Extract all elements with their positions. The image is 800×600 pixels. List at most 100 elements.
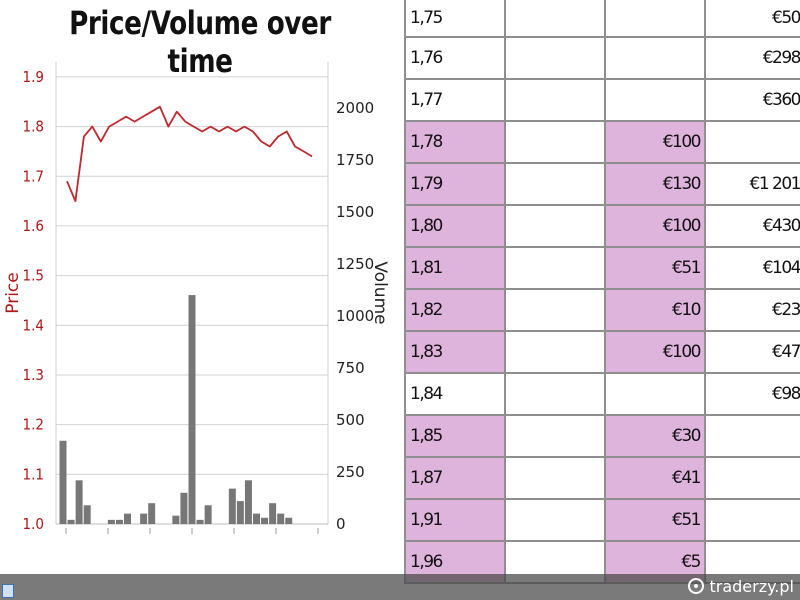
traderzy-logo-icon xyxy=(688,578,704,594)
volume-bar xyxy=(172,515,180,524)
y-left-tick-label: 1.5 xyxy=(23,267,44,285)
volume-bar xyxy=(83,505,91,524)
y-left-tick-label: 1.3 xyxy=(23,366,44,384)
volume-bar xyxy=(148,503,156,524)
ask-cell: €50 xyxy=(704,0,800,38)
price-cell: 1,84 xyxy=(404,372,506,416)
chart-panel: Price/Volume over time 1.0 1.1 1.2 1.3 1.4 1.… xyxy=(3,4,390,534)
ask-cell: €360 xyxy=(704,78,800,122)
volume-bar xyxy=(115,519,123,524)
y-right-tick-label: 500 xyxy=(336,411,365,429)
price-cell: 1,79 xyxy=(404,162,506,206)
order-book-row: 1,78 €100 xyxy=(404,120,800,164)
order-book-row: 1,81 €51 €104 xyxy=(404,246,800,290)
y-left-tick-label: 1.0 xyxy=(23,515,44,533)
bid-cell: €51 xyxy=(604,246,706,290)
y-right-tick-label: 1500 xyxy=(336,203,374,221)
ask-cell: €47 xyxy=(704,330,800,374)
y-left-tick-label: 1.1 xyxy=(23,465,44,483)
empty-cell xyxy=(504,288,606,332)
empty-cell xyxy=(504,120,606,164)
ask-cell: €430 xyxy=(704,204,800,248)
order-book-row: 1,80 €100 €430 xyxy=(404,204,800,248)
volume-bar xyxy=(236,501,244,524)
empty-cell xyxy=(504,204,606,248)
chart-title: Price/Volume over time xyxy=(69,4,331,80)
volume-bar xyxy=(188,295,196,524)
ask-cell xyxy=(704,120,800,164)
volume-bar xyxy=(107,519,115,524)
order-book-row: 1,91 €51 xyxy=(404,498,800,542)
bid-cell xyxy=(604,372,706,416)
price-cell: 1,75 xyxy=(404,0,506,38)
empty-cell xyxy=(504,36,606,80)
price-line xyxy=(66,105,313,203)
order-book-row: 1,82 €10 €23 xyxy=(404,288,800,332)
order-book-table: 1,75 €50 1,76 €298 1,77 €360 1,78 €100 1,79 €130 €… xyxy=(404,0,800,584)
ask-cell: €1 201 xyxy=(704,162,800,206)
ask-cell xyxy=(704,498,800,542)
y-left-axis-title: Price xyxy=(3,272,23,313)
price-cell: 1,78 xyxy=(404,120,506,164)
order-book-row: 1,87 €41 xyxy=(404,456,800,500)
empty-cell xyxy=(504,414,606,458)
empty-cell xyxy=(504,330,606,374)
volume-bar xyxy=(228,488,236,524)
empty-cell xyxy=(504,162,606,206)
y-right-tick-label: 1000 xyxy=(336,307,374,325)
price-cell: 1,83 xyxy=(404,330,506,374)
window-corner-icon xyxy=(2,584,14,598)
bid-cell xyxy=(604,78,706,122)
y-right-tick-label: 1750 xyxy=(336,151,374,169)
price-cell: 1,77 xyxy=(404,78,506,122)
y-left-tick-label: 1.4 xyxy=(23,316,44,334)
order-book-row: 1,83 €100 €47 xyxy=(404,330,800,374)
volume-bar xyxy=(67,519,75,524)
y-right-tick-label: 250 xyxy=(336,463,365,481)
empty-cell xyxy=(504,372,606,416)
price-cell: 1,76 xyxy=(404,36,506,80)
y-right-tick-label: 750 xyxy=(336,359,365,377)
bid-cell: €41 xyxy=(604,456,706,500)
volume-bar xyxy=(59,440,67,524)
empty-cell xyxy=(504,456,606,500)
y-left-tick-label: 1.9 xyxy=(23,68,44,86)
order-book-row: 1,75 €50 xyxy=(404,0,800,38)
volume-bar xyxy=(124,513,131,524)
volume-bar xyxy=(75,480,83,524)
order-book-row: 1,77 €360 xyxy=(404,78,800,122)
bid-cell xyxy=(604,0,706,38)
empty-cell xyxy=(504,78,606,122)
ask-cell: €98 xyxy=(704,372,800,416)
ask-cell: €298 xyxy=(704,36,800,80)
volume-bar xyxy=(180,492,188,524)
volume-bar xyxy=(253,513,260,524)
empty-cell xyxy=(504,246,606,290)
volume-bar xyxy=(277,513,285,524)
bid-cell: €130 xyxy=(604,162,706,206)
price-cell: 1,87 xyxy=(404,456,506,500)
y-left-tick-label: 1.2 xyxy=(23,416,44,434)
bid-cell: €51 xyxy=(604,498,706,542)
y-right-tick-label: 1250 xyxy=(336,255,374,273)
ask-cell: €104 xyxy=(704,246,800,290)
price-cell: 1,85 xyxy=(404,414,506,458)
volume-bar xyxy=(285,517,293,524)
order-book-panel: 1,75 €50 1,76 €298 1,77 €360 1,78 €100 1,79 €130 €… xyxy=(404,0,800,600)
volume-bar xyxy=(204,505,212,524)
empty-cell xyxy=(504,0,606,38)
volume-bar xyxy=(140,513,148,524)
price-cell: 1,81 xyxy=(404,246,506,290)
bid-cell: €100 xyxy=(604,120,706,164)
y-left-tick-label: 1.7 xyxy=(23,167,44,185)
y-left-tick-label: 1.8 xyxy=(23,118,44,136)
watermark-text: traderzy.pl xyxy=(709,577,794,596)
order-book-row: 1,84 €98 xyxy=(404,372,800,416)
y-right-axis-title: Volume xyxy=(370,261,390,324)
empty-cell xyxy=(504,498,606,542)
volume-bar xyxy=(261,517,269,524)
order-book-row: 1,76 €298 xyxy=(404,36,800,80)
watermark-bar: traderzy.pl xyxy=(0,574,800,600)
bid-cell xyxy=(604,36,706,80)
y-left-tick-label: 1.6 xyxy=(23,217,44,235)
